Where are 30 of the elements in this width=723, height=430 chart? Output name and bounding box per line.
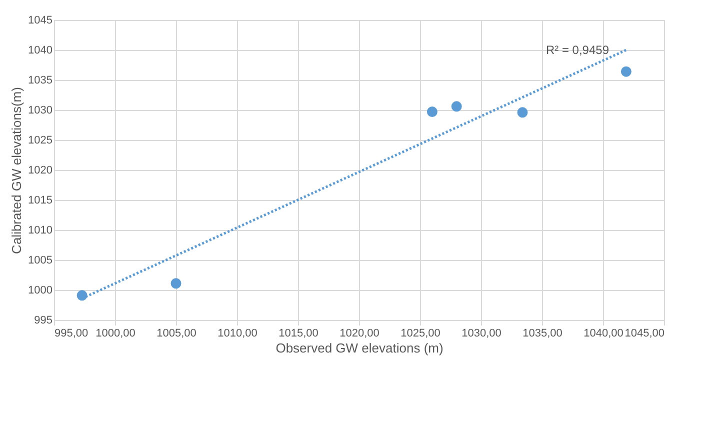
y-tick-label: 1015 [28,194,52,206]
y-tick-label: 1045 [28,14,52,26]
x-tick-label: 1025,00 [400,328,440,340]
point [451,101,462,112]
y-tick-label: 1020 [28,164,52,176]
y-tick-label: 1035 [28,74,52,86]
x-tick-label: 1040,00 [584,328,624,340]
y-tick-label: 1000 [28,284,52,296]
x-tick-label: 1045,00 [624,328,664,340]
y-tick-label: 1040 [28,44,52,56]
annotation: R² = 0,9459 [546,43,610,57]
x-tick-label: 1020,00 [340,328,380,340]
x-axis-title: Observed GW elevations (m) [276,340,444,356]
point [620,66,632,77]
y-axis-title: Calibrated GW elevations(m) [9,87,24,254]
x-tick-label: 1000,00 [96,328,136,340]
x-tick-label: 1015,00 [278,328,318,340]
y-tick-label: 1030 [28,104,52,116]
x-tick-label: 1010,00 [218,328,258,340]
y-tick-label: 1005 [28,254,52,266]
point [517,107,528,118]
x-tick-label: 995,00 [54,328,88,340]
x-tick-label: 1005,00 [156,328,196,340]
x-tick-label: 1030,00 [462,328,502,340]
y-tick-label: 1025 [28,134,52,146]
y-tick-label: 1010 [28,224,52,236]
y-tick-label: 995 [34,314,52,326]
point [426,106,438,118]
point [170,278,182,289]
x-tick-label: 1035,00 [522,328,562,340]
